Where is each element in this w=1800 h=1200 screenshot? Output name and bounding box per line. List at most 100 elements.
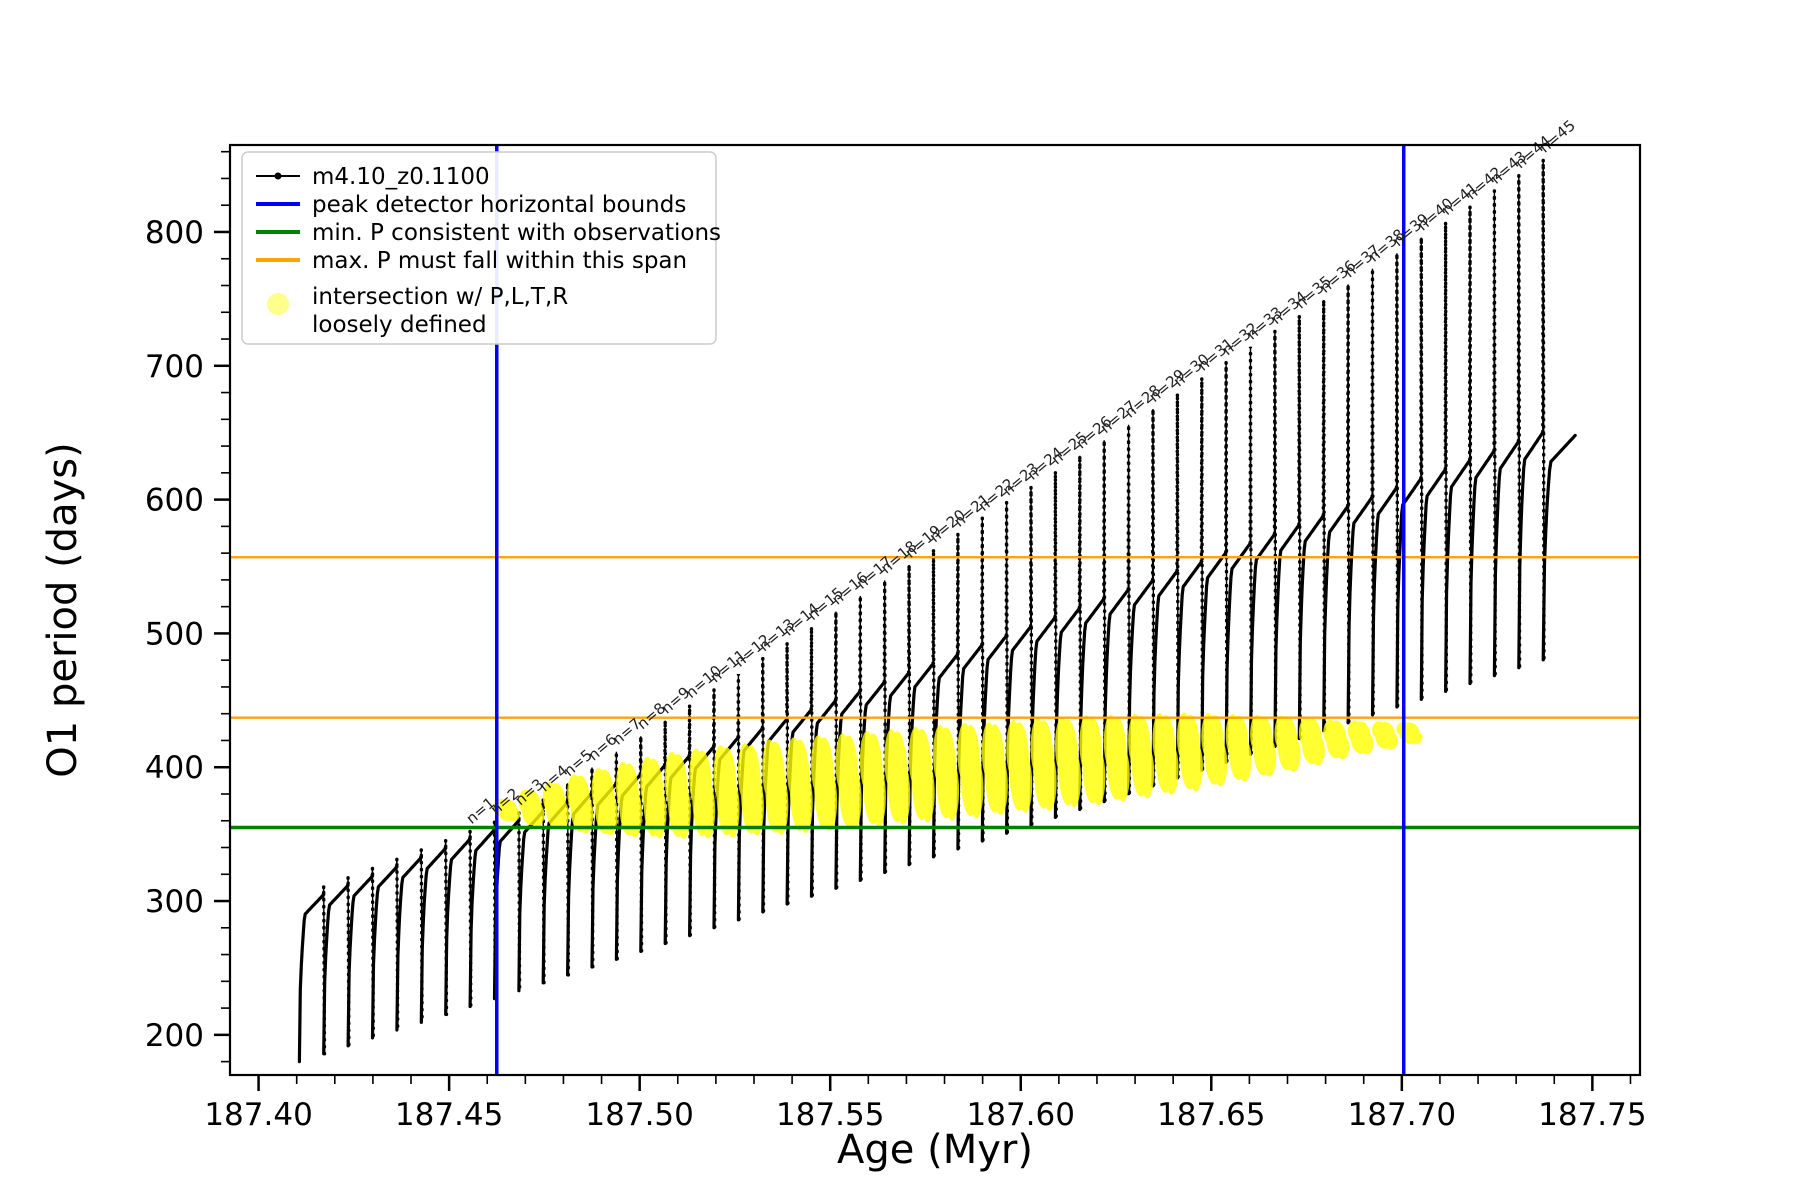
- series-spike-dots: [1492, 190, 1497, 678]
- blob-ellipse: [615, 761, 630, 809]
- blob-ellipse: [1140, 746, 1155, 799]
- peak-count-annotation: n=45: [1536, 116, 1579, 156]
- blob-ellipse: [725, 780, 740, 838]
- y-tick-label: 300: [145, 884, 204, 920]
- intersection-blob: [664, 751, 691, 840]
- blob-ellipse: [1128, 713, 1143, 767]
- series-cycle: [1468, 448, 1496, 686]
- series-cycle: [1273, 522, 1301, 749]
- series-cycle: [322, 883, 350, 1056]
- blob-ellipse: [774, 775, 789, 835]
- blob-ellipse: [920, 763, 935, 823]
- series-spike-dots: [1443, 222, 1449, 694]
- series-spike-dots: [1419, 237, 1424, 701]
- series-cycle: [907, 661, 936, 867]
- blob-ellipse: [969, 759, 984, 819]
- series-spike-dots: [663, 720, 668, 946]
- intersection-blob: [1274, 715, 1301, 772]
- blob-ellipse: [884, 729, 899, 789]
- intersection-blob: [1103, 714, 1130, 802]
- blob-ellipse: [847, 769, 862, 829]
- blob-ellipse: [823, 771, 838, 831]
- intersection-blob: [1396, 722, 1423, 745]
- blob-ellipse: [506, 807, 521, 822]
- intersection-blob: [1323, 719, 1350, 760]
- series-cycle: [1029, 615, 1057, 827]
- blob-ellipse: [554, 800, 569, 830]
- series-cycle: [1395, 476, 1423, 709]
- legend-item: min. P consistent with observations: [256, 220, 721, 246]
- x-tick-label: 187.70: [1348, 1097, 1456, 1133]
- y-tick-label: 800: [145, 215, 204, 251]
- y-tick-label: 500: [145, 616, 204, 652]
- x-tick-label: 187.75: [1538, 1097, 1646, 1133]
- blob-ellipse: [749, 778, 764, 836]
- blob-ellipse: [1408, 730, 1423, 745]
- blob-ellipse: [1030, 718, 1045, 776]
- legend-item: max. P must fall within this span: [256, 248, 687, 274]
- legend-label: m4.10_z0.1100: [312, 164, 490, 190]
- series-spike-dots: [1394, 253, 1400, 709]
- series-cycle: [492, 818, 521, 1001]
- series-spike-dots: [1321, 299, 1327, 733]
- series-spike-dots: [1126, 424, 1132, 796]
- series-spike-dots: [1370, 268, 1375, 717]
- series-spike-dots: [1516, 175, 1522, 670]
- blob-ellipse: [1103, 714, 1118, 769]
- blob-ellipse: [1152, 713, 1167, 764]
- intersection-blob: [542, 782, 569, 830]
- intersection-blob: [884, 729, 911, 825]
- blob-ellipse: [530, 803, 545, 827]
- series-cycle: [980, 633, 1009, 843]
- legend-label: max. P must fall within this span: [312, 248, 687, 274]
- intersection-blob: [1054, 717, 1081, 808]
- axes-layer: 187.40 187.45 187.50 187.55 187.60 187.65 187.…: [145, 143, 1647, 1133]
- blob-ellipse: [981, 722, 996, 780]
- series-cycle: [297, 892, 326, 1064]
- blob-ellipse: [762, 739, 777, 799]
- series-spike-dots: [1541, 159, 1546, 662]
- x-tick-label: 187.55: [776, 1097, 884, 1133]
- blob-ellipse: [1201, 713, 1216, 759]
- intersection-blob: [981, 722, 1008, 815]
- blob-ellipse: [1323, 719, 1338, 745]
- blob-ellipse: [871, 767, 886, 827]
- blob-ellipse: [1042, 753, 1057, 811]
- series-spike-dots: [1272, 331, 1278, 749]
- series-spike-dots: [785, 642, 790, 906]
- blob-ellipse: [1018, 755, 1033, 813]
- series-spike: [1347, 284, 1350, 723]
- blob-ellipse: [1176, 712, 1191, 762]
- x-tick-label: 187.45: [395, 1097, 503, 1133]
- blob-ellipse: [1115, 747, 1130, 802]
- blob-ellipse: [1006, 720, 1021, 778]
- x-tick-label: 187.50: [585, 1097, 693, 1133]
- intersection-blob: [859, 731, 886, 827]
- blob-ellipse: [640, 756, 655, 808]
- series-cycle: [1346, 495, 1375, 725]
- blob-ellipse: [652, 787, 667, 839]
- legend-label-line2: loosely defined: [312, 312, 487, 338]
- blob-ellipse: [786, 737, 801, 797]
- intersection-blob: [786, 737, 813, 833]
- intersection-blob: [737, 742, 764, 836]
- intersection-blob: [1347, 720, 1374, 755]
- series-cycle: [1492, 439, 1521, 678]
- blob-ellipse: [1384, 732, 1399, 750]
- series-spike-dots: [1199, 377, 1205, 772]
- blob-ellipse: [689, 748, 704, 805]
- series-cycle: [1322, 504, 1350, 733]
- blob-ellipse: [1091, 749, 1106, 806]
- series-cycle: [931, 652, 960, 859]
- series-cycle: [1078, 596, 1106, 812]
- x-tick-label: 187.60: [967, 1097, 1075, 1133]
- intersection-layer: [494, 712, 1423, 840]
- blob-ellipse: [1066, 751, 1081, 808]
- series-cycle: [883, 670, 911, 875]
- series-cycle: [1444, 458, 1472, 693]
- intersection-blob: [1152, 713, 1179, 795]
- blob-ellipse: [518, 789, 533, 813]
